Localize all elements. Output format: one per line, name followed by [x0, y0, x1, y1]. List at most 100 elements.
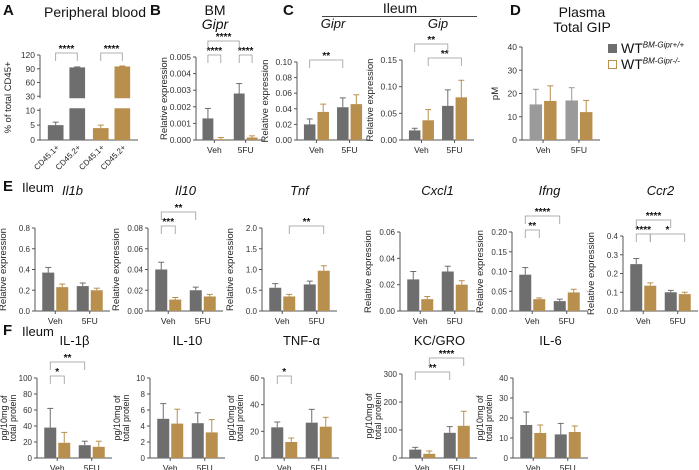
significance-label: ** — [441, 49, 449, 60]
bar — [568, 432, 581, 458]
y-tick-label: 0.02 — [275, 119, 292, 129]
y-axis-label: pg/10mg of — [0, 395, 9, 441]
bar — [579, 112, 593, 140]
bar — [455, 284, 468, 311]
y-axis-label: Relative expression — [586, 232, 597, 315]
bar — [678, 294, 691, 311]
significance-label: **** — [535, 207, 551, 218]
significance-bracket — [428, 357, 465, 366]
y-tick-label: 0.04 — [127, 266, 143, 275]
significance-bracket — [238, 54, 253, 63]
y-tick-label: 0.20 — [491, 228, 507, 237]
legend: WTBM-Gipr+/+ WTBM-Gipr-/- — [608, 40, 684, 72]
y-tick-label: 10 — [508, 112, 518, 122]
x-group-label: 5FU — [670, 316, 686, 326]
y-tick-label: 8 — [141, 390, 146, 399]
bar — [644, 285, 657, 311]
y-axis-label: Relative expression — [260, 60, 271, 143]
x-group-label: 5FU — [449, 463, 465, 470]
bar — [76, 286, 89, 311]
y-axis-label: % of total CD45+ — [3, 61, 14, 134]
significance-bracket — [276, 375, 292, 384]
y-tick-label: 0.5 — [246, 286, 258, 295]
x-group-label: Veh — [526, 463, 541, 470]
y-tick-label: 0.02 — [379, 281, 395, 290]
significance-bracket — [414, 43, 449, 52]
bar — [44, 427, 57, 458]
significance-bracket — [49, 375, 65, 384]
bar — [283, 296, 296, 311]
bar — [58, 442, 71, 458]
x-group-label: Veh — [525, 316, 540, 326]
y-tick-label: 0 — [141, 454, 146, 463]
y-tick-label: 0.02 — [127, 286, 143, 295]
panel-letter-d: D — [510, 2, 521, 19]
bar — [441, 271, 454, 311]
y-axis-label: pg/10mg of — [226, 395, 236, 441]
significance-label: ** — [528, 221, 536, 232]
x-group-label: 5FU — [84, 463, 100, 470]
bar — [271, 427, 284, 458]
y-tick-label: 0 — [393, 454, 398, 463]
y-tick-label: 5 — [30, 120, 35, 130]
bar — [422, 120, 434, 140]
panel-d-subtitle: Total GIP — [553, 19, 611, 35]
y-tick-label: 0.000 — [170, 135, 192, 145]
x-group-label: 5FU — [559, 316, 575, 326]
bar — [317, 270, 330, 311]
panel-e-tissue: Ileum — [22, 180, 54, 195]
y-axis-label: Relative expression — [365, 59, 376, 142]
bar — [554, 434, 567, 458]
y-tick-label: 0.0 — [246, 307, 258, 316]
significance-bracket — [49, 361, 86, 370]
bar — [319, 426, 332, 458]
y-tick-label: 0.05 — [380, 108, 397, 118]
bar — [408, 130, 421, 140]
bar — [191, 423, 204, 458]
bar — [455, 97, 468, 140]
y-axis-label: total protein — [373, 392, 383, 439]
significance-label: ** — [322, 51, 330, 62]
legend-item-wt: WTBM-Gipr+/+ — [608, 40, 684, 56]
y-tick-label: 0.002 — [170, 102, 192, 112]
bar — [553, 301, 566, 311]
significance-label: ** — [429, 363, 437, 374]
y-tick-label: 40 — [499, 374, 508, 383]
chart-title: Il10 — [175, 183, 197, 198]
bar — [285, 442, 298, 458]
y-tick-label: 80 — [23, 390, 32, 399]
bar — [171, 423, 184, 458]
y-tick-label: 0.04 — [379, 254, 395, 263]
y-tick-label: 0.0 — [19, 307, 31, 316]
y-tick-label: 0.005 — [170, 52, 192, 62]
y-tick-label: 0.10 — [275, 57, 292, 67]
bar — [303, 284, 316, 311]
bar — [520, 425, 533, 458]
x-group-label: Veh — [50, 463, 65, 470]
significance-bracket — [100, 52, 123, 61]
bar — [155, 269, 168, 311]
bar — [92, 446, 105, 458]
bar — [534, 433, 547, 458]
bar — [529, 104, 543, 140]
significance-bracket — [160, 211, 197, 220]
y-tick-label: 100 — [19, 374, 33, 383]
bar — [407, 279, 420, 311]
chart-title: Cxcl1 — [421, 183, 454, 198]
x-group-label: Veh — [163, 463, 178, 470]
bar — [90, 290, 103, 311]
bar — [664, 292, 677, 311]
bar — [246, 137, 258, 140]
panel-b-title: BM — [204, 2, 226, 18]
panel-d-title: Plasma — [558, 4, 606, 20]
significance-bracket — [160, 225, 176, 234]
bar — [544, 100, 557, 140]
y-axis-label: Relative expression — [0, 228, 9, 311]
y-tick-label: 0 — [512, 135, 517, 145]
significance-bracket — [427, 57, 462, 66]
panel-letter-a: A — [3, 2, 14, 19]
bar — [409, 449, 422, 458]
panel-letter-c: C — [283, 2, 294, 19]
y-axis-label: Relative expression — [225, 228, 236, 311]
